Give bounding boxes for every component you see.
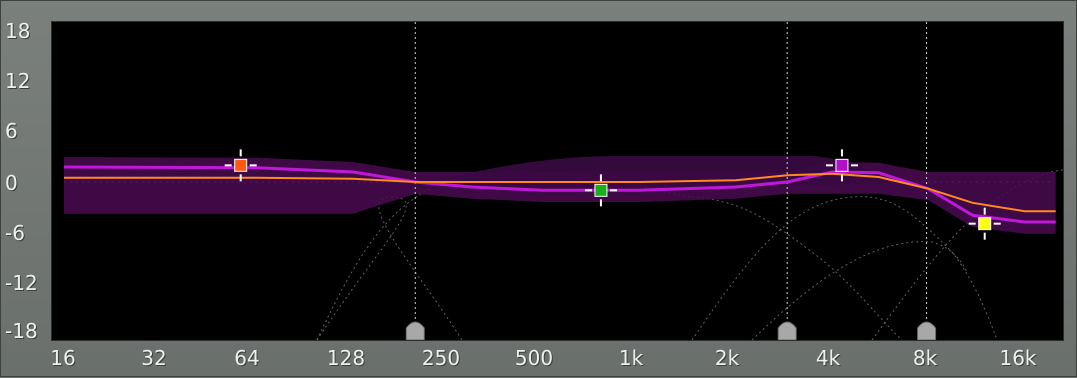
x-label-1k: 1k bbox=[618, 346, 644, 370]
band-4-node[interactable] bbox=[978, 217, 992, 231]
band-shade-upper bbox=[402, 156, 902, 188]
marker-handle-2 bbox=[777, 321, 797, 340]
x-label-250: 250 bbox=[421, 346, 461, 370]
x-label-32: 32 bbox=[141, 346, 167, 370]
y-label-6: 6 bbox=[5, 119, 18, 143]
x-label-4k: 4k bbox=[815, 346, 841, 370]
x-label-500: 500 bbox=[514, 346, 554, 370]
x-axis-labels: 16 32 64 128 250 500 1k 2k 4k 8k 16k bbox=[1, 339, 1077, 378]
band-3-node[interactable] bbox=[835, 158, 849, 172]
guide-curve-4 bbox=[691, 196, 998, 340]
band-curve bbox=[63, 165, 1056, 224]
y-label-18: 18 bbox=[5, 19, 31, 43]
marker-handle-1 bbox=[405, 321, 425, 340]
eq-plot-area[interactable] bbox=[51, 21, 1064, 341]
guide-curve-1 bbox=[316, 196, 463, 340]
y-label-12: 12 bbox=[5, 69, 31, 93]
y-label-minus-18: -18 bbox=[5, 319, 38, 343]
y-label-0: 0 bbox=[5, 171, 18, 195]
x-label-64: 64 bbox=[234, 346, 260, 370]
y-label-minus-6: -6 bbox=[5, 221, 25, 245]
eq-graph[interactable] bbox=[52, 22, 1063, 340]
guide-curve-6 bbox=[751, 241, 968, 340]
x-label-128: 128 bbox=[326, 346, 366, 370]
x-label-16: 16 bbox=[50, 346, 76, 370]
y-label-minus-12: -12 bbox=[5, 271, 38, 295]
x-label-16k: 16k bbox=[999, 346, 1037, 370]
x-label-2k: 2k bbox=[714, 346, 740, 370]
marker-handle-3 bbox=[917, 321, 937, 340]
response-curve bbox=[64, 172, 1056, 213]
band-1-node[interactable] bbox=[234, 158, 248, 172]
band-2-node[interactable] bbox=[594, 183, 608, 197]
guide-curve-3 bbox=[691, 196, 903, 340]
x-label-8k: 8k bbox=[912, 346, 938, 370]
y-axis-labels: 18 12 6 0 -6 -12 -18 bbox=[1, 1, 51, 378]
